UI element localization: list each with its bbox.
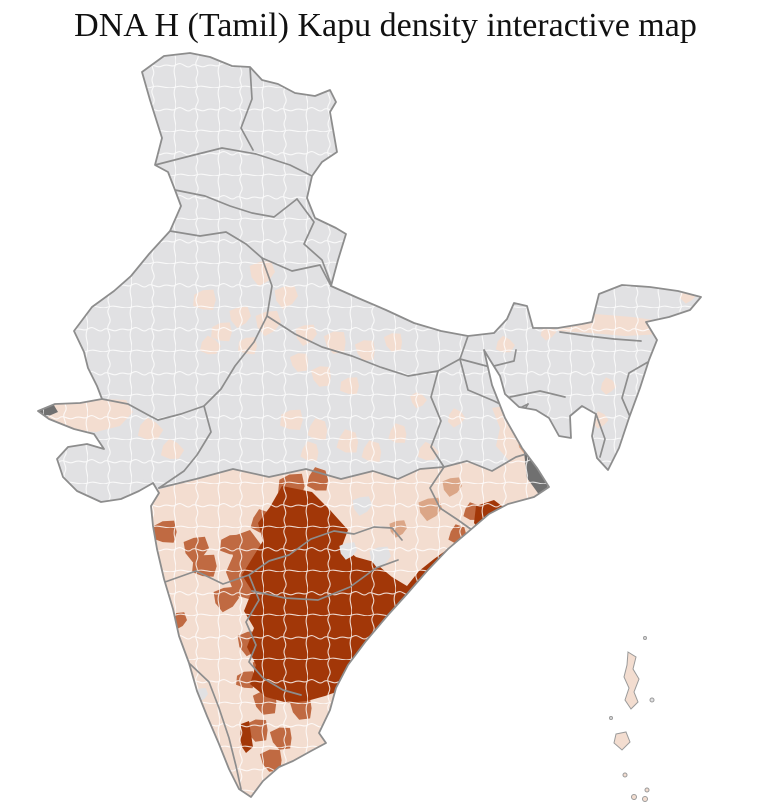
region-nicobar[interactable] xyxy=(631,794,637,800)
state-boundaries xyxy=(101,66,649,790)
region-andaman-main[interactable] xyxy=(623,651,640,710)
india-outline xyxy=(37,52,702,798)
district-mesh-overlay xyxy=(38,53,701,797)
region-nicobar[interactable] xyxy=(644,787,650,793)
andaman-nicobar-islands[interactable] xyxy=(609,636,655,802)
region-nicobar[interactable] xyxy=(642,796,648,802)
island-dot[interactable] xyxy=(609,716,613,720)
region-nicobar[interactable] xyxy=(622,772,628,778)
page-title: DNA H (Tamil) Kapu density interactive m… xyxy=(74,7,697,44)
island-dot[interactable] xyxy=(643,636,647,640)
region-little-andaman[interactable] xyxy=(613,731,631,751)
island-dot[interactable] xyxy=(649,697,655,703)
